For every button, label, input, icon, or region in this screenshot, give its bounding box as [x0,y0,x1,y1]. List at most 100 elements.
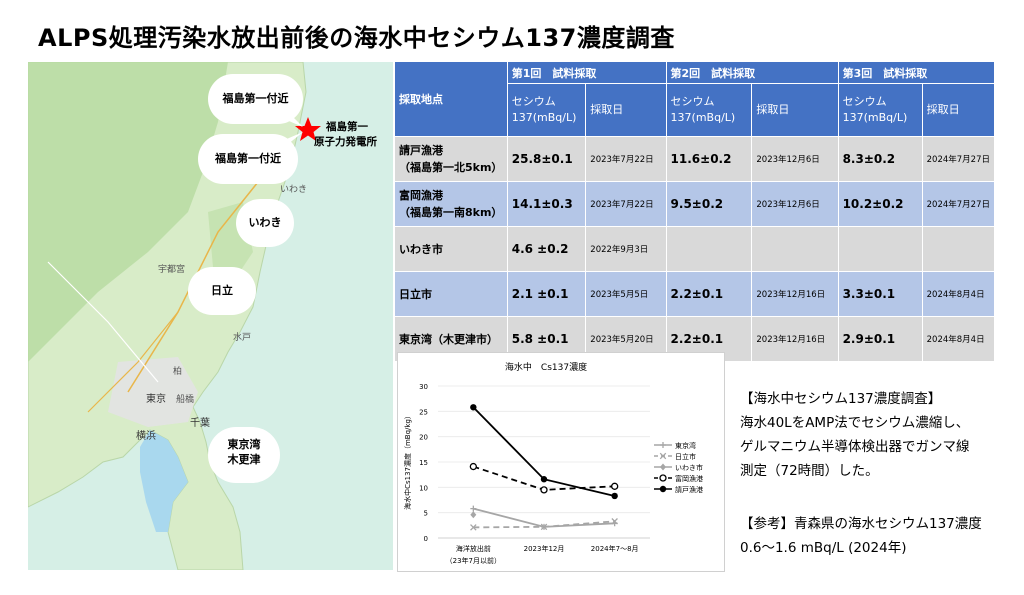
header-round-1: 第1回 試料採取 [507,62,667,84]
mountain-area [28,62,228,362]
map-place-label: 船橋 [176,395,195,405]
header-round-3: 第3回 試料採取 [838,62,996,84]
table-row: いわき市 4.6 ±0.2 2022年9月3日 [395,226,996,272]
chart-svg: 海水中 Cs137濃度 海水中Cs137濃度（mBq/kg） 051015202… [403,361,703,565]
y-tick-label: 5 [424,510,428,518]
data-point [470,404,477,411]
reference-heading: 【参考】青森県の海水セシウム137濃度 [740,516,982,532]
data-point [470,505,477,512]
date-cell: 2023年12月16日 [751,271,839,317]
value-cell: 14.1±0.3 [507,181,587,227]
date-cell: 2023年12月6日 [751,136,839,182]
value-cell: 11.6±0.2 [666,136,753,182]
y-axis-label: 海水中Cs137濃度（mBq/kg） [403,412,412,510]
y-tick-label: 15 [419,459,428,467]
y-tick-label: 10 [419,484,428,492]
value-cell: 4.6 ±0.2 [507,226,587,272]
value-cell [666,226,753,272]
date-cell: 2024年8月4日 [922,271,996,317]
value-cell [838,226,923,272]
data-point [659,452,667,460]
map-place-label: 横浜 [136,431,156,442]
table-subheader-row: セシウム 137(mBq/L) 採取日 セシウム 137(mBq/L) 採取日 セシ… [395,83,996,137]
map-place-label: 東京 [146,394,166,405]
series-line [472,406,615,497]
chart-title: 海水中 Cs137濃度 [505,361,587,373]
table-row: 請戸漁港 （福島第一北5km） 25.8±0.1 2023年7月22日 11.6±… [395,136,996,182]
header-round-2: 第2回 試料採取 [666,62,839,84]
legend-label: 富岡漁港 [675,474,703,483]
legend-label: 請戸漁港 [675,485,703,494]
reference-value: 0.6〜1.6 mBq/L (2024年) [740,540,907,556]
data-point [660,463,666,471]
road-line [87,311,179,413]
legend-label: 東京湾 [675,441,696,450]
data-point [611,482,619,490]
date-cell [751,226,839,272]
value-cell: 10.2±0.2 [838,181,923,227]
header-date: 採取日 [585,83,667,137]
map: 福島第一付近 福島第一付近 いわき 日立 東京湾 木更津 福島第一 原子力発電所… [28,62,393,570]
data-point [611,492,618,500]
map-place-label: 柏 [173,367,183,377]
value-cell: 2.1 ±0.1 [507,271,587,317]
data-point [611,518,618,525]
map-place-label: 千葉 [190,418,210,429]
data-point [540,486,548,494]
legend-label: 日立市 [675,452,696,461]
x-tick-sublabel: （23年7月以前） [446,556,501,565]
x-tick-label: 2023年12月 [524,544,565,553]
map-place-label: いわき [280,185,308,195]
value-cell: 3.3±0.1 [838,271,923,317]
date-cell: 2023年7月22日 [585,136,667,182]
header-location: 採取地点 [395,62,508,137]
callout-fukushima-south: 福島第一付近 [198,134,298,184]
table-row: 日立市 2.1 ±0.1 2023年5月5日 2.2±0.1 2023年12月1… [395,271,996,317]
note-line: 測定（72時間）した。 [740,463,879,479]
data-point [659,485,667,493]
callout-iwaki: いわき [236,199,294,247]
value-cell: 8.3±0.2 [838,136,923,182]
y-tick-label: 25 [419,408,428,416]
header-date: 採取日 [751,83,839,137]
date-cell: 2022年9月3日 [585,226,667,272]
plant-label: 福島第一 原子力発電所 [314,121,377,148]
header-date: 採取日 [922,83,996,137]
location-cell: 請戸漁港 （福島第一北5km） [395,136,508,182]
date-cell: 2023年12月6日 [751,181,839,227]
y-tick-label: 0 [424,535,428,543]
page-title: ALPS処理汚染水放出前後の海水中セシウム137濃度調査 [38,24,675,52]
value-cell: 2.2±0.1 [666,271,753,317]
plant-star-icon [295,117,321,141]
value-cell: 25.8±0.1 [507,136,587,182]
map-place-label: 宇都宮 [158,265,186,275]
y-tick-label: 20 [419,434,428,442]
note-line: ゲルマニウム半導体検出器でガンマ線 [740,439,970,455]
legend-label: いわき市 [675,463,703,472]
data-point [660,442,666,448]
table-row: 富岡漁港 （福島第一南8km） 14.1±0.3 2023年7月22日 9.5±0… [395,181,996,227]
header-cs137: セシウム 137(mBq/L) [666,83,753,137]
callout-tokyo-bay: 東京湾 木更津 [208,427,280,483]
data-point [659,474,667,482]
callout-hitachi: 日立 [188,267,256,315]
callout-fukushima-north: 福島第一付近 [208,74,303,124]
data-point [540,523,548,531]
date-cell: 2023年7月22日 [585,181,667,227]
data-point [470,524,477,531]
date-cell: 2024年7月27日 [922,136,996,182]
urban-area [108,357,198,427]
date-cell: 2024年7月27日 [922,181,996,227]
data-point [469,462,477,471]
tokyo-bay [140,430,188,532]
x-tick-label: 海洋放出前 [456,544,491,553]
date-cell: 2024年8月4日 [922,316,996,362]
value-cell: 2.9±0.1 [838,316,923,362]
note-line: 海水40LをAMP法でセシウム濃縮し、 [740,415,970,431]
table-header-row: 採取地点 第1回 試料採取 第2回 試料採取 第3回 試料採取 [395,62,996,137]
road-line [47,261,159,383]
value-cell: 9.5±0.2 [666,181,753,227]
header-cs137: セシウム 137(mBq/L) [838,83,923,137]
location-cell: 日立市 [395,271,508,317]
map-place-label: 水戸 [233,333,252,343]
